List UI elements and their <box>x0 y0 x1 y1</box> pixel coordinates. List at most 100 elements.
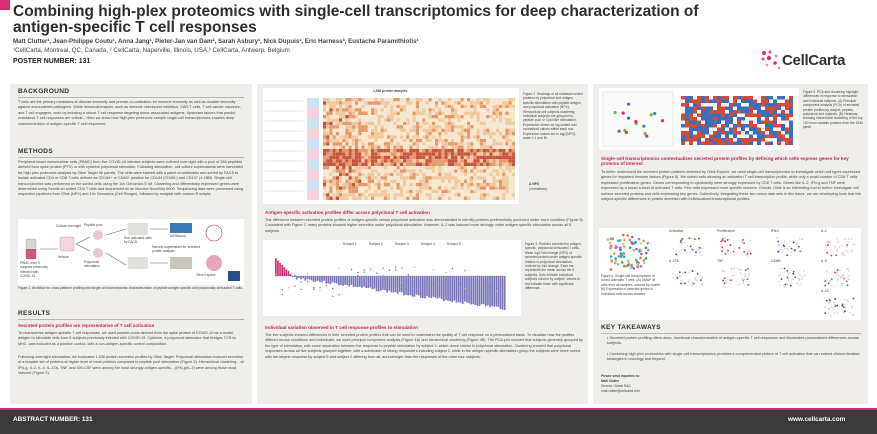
heatmap-cell <box>371 135 375 139</box>
heatmap-cell <box>454 183 458 187</box>
heatmap-cell <box>364 121 368 126</box>
heatmap-cell <box>467 179 471 183</box>
umap-expression-point <box>680 279 683 282</box>
takeaway-2-text: Combining high-plex proteomics with sing… <box>607 352 860 362</box>
umap-expression-point <box>842 274 845 277</box>
heatmap-cell <box>351 98 355 102</box>
subject-dot <box>281 293 283 296</box>
heatmap-cell <box>441 172 445 177</box>
heatmap-cell <box>339 145 343 149</box>
heatmap-cell <box>345 118 349 122</box>
heatmap-cell <box>463 115 467 119</box>
heatmap-cell <box>428 101 432 105</box>
heatmap-cell <box>377 186 381 190</box>
heatmap-cell <box>425 159 429 163</box>
heatmap-cell <box>358 155 362 160</box>
heatmap-cell <box>358 172 362 177</box>
heatmap-cell <box>476 138 480 143</box>
heatmap-cell <box>415 155 419 160</box>
cluster-cell <box>757 138 761 142</box>
heatmap-cell <box>422 159 426 163</box>
heatmap-cell <box>438 179 442 183</box>
heatmap-cell <box>508 104 512 109</box>
heatmap-cell <box>371 186 375 190</box>
heatmap-cell <box>377 138 381 143</box>
heatmap-cell <box>383 135 387 139</box>
heatmap-cell <box>489 189 493 194</box>
heatmap-cell <box>361 121 365 126</box>
cluster-cell <box>721 120 725 124</box>
heatmap-cell <box>435 176 439 180</box>
heatmap-cell <box>393 162 397 166</box>
heatmap-cell <box>419 193 423 197</box>
umap-expression-point <box>721 270 724 272</box>
heatmap-cell <box>323 101 327 105</box>
cluster-cell <box>753 127 757 131</box>
heatmap-cell <box>361 183 365 187</box>
website-link[interactable]: www.cellcarta.com <box>788 416 846 423</box>
heatmap-cell <box>406 149 410 153</box>
heatmap-cell <box>409 193 413 197</box>
heatmap-cell <box>406 135 410 139</box>
cluster-cell <box>709 131 713 135</box>
umap-expression-point <box>836 273 839 276</box>
heatmap-cell <box>489 179 493 183</box>
heatmap-cell <box>495 145 499 149</box>
heatmap-cell <box>495 189 499 194</box>
heatmap-cell <box>332 176 336 180</box>
heatmap-cell <box>377 193 381 197</box>
contact-email[interactable]: matt.clutter@cellcarta.com <box>601 389 641 393</box>
heatmap-cell <box>505 101 509 105</box>
umap-expression-point <box>686 244 689 247</box>
heatmap-cell <box>396 118 400 122</box>
umap-cluster-point <box>626 263 630 267</box>
heatmap-cell <box>476 128 480 132</box>
heatmap-cell <box>415 152 419 156</box>
heatmap-cell <box>409 172 413 177</box>
heatmap-cell <box>444 121 448 126</box>
cluster-cell <box>737 113 741 117</box>
subject-dot <box>420 289 422 291</box>
heatmap-cell <box>399 172 403 177</box>
heatmap-cell <box>454 125 458 129</box>
heatmap-cell <box>364 183 368 187</box>
heatmap-cell <box>435 186 439 190</box>
heatmap-cell <box>479 98 483 102</box>
cluster-cell <box>733 134 737 138</box>
cluster-cell <box>705 138 709 142</box>
heatmap-cell <box>431 162 435 166</box>
heatmap-cell <box>473 176 477 180</box>
heatmap-cell <box>495 152 499 156</box>
cluster-cell <box>729 124 733 128</box>
cluster-cell <box>717 103 721 107</box>
heatmap-cell <box>326 186 330 190</box>
heatmap-cell <box>323 155 327 160</box>
heatmap-cell <box>367 115 371 119</box>
heatmap-cell <box>428 98 432 102</box>
heatmap-cell <box>415 121 419 126</box>
cluster-cell <box>709 113 713 117</box>
heatmap-cell <box>438 135 442 139</box>
heatmap-cell <box>441 149 445 153</box>
heatmap-cell <box>419 162 423 166</box>
heatmap-cell <box>383 189 387 194</box>
cluster-cell <box>681 124 685 128</box>
heatmap-cell <box>505 169 509 173</box>
heatmap-cell <box>329 159 333 163</box>
heatmap-cell <box>342 186 346 190</box>
heatmap-cell <box>339 118 343 122</box>
heatmap-cell <box>387 166 391 170</box>
heatmap-cell <box>396 169 400 173</box>
legend-item: Subject 2 <box>369 242 383 246</box>
cluster-cell <box>773 96 777 100</box>
heatmap-cell <box>383 186 387 190</box>
heatmap-cell <box>492 108 496 112</box>
heatmap-cell <box>492 145 496 149</box>
umap-expression-point <box>826 244 829 247</box>
umap-expression-point <box>782 244 785 247</box>
heatmap-cell <box>470 101 474 105</box>
heatmap-cell <box>332 196 336 200</box>
heatmap-cell <box>415 159 419 163</box>
heatmap-cell <box>371 118 375 122</box>
heatmap-cell <box>377 111 381 115</box>
